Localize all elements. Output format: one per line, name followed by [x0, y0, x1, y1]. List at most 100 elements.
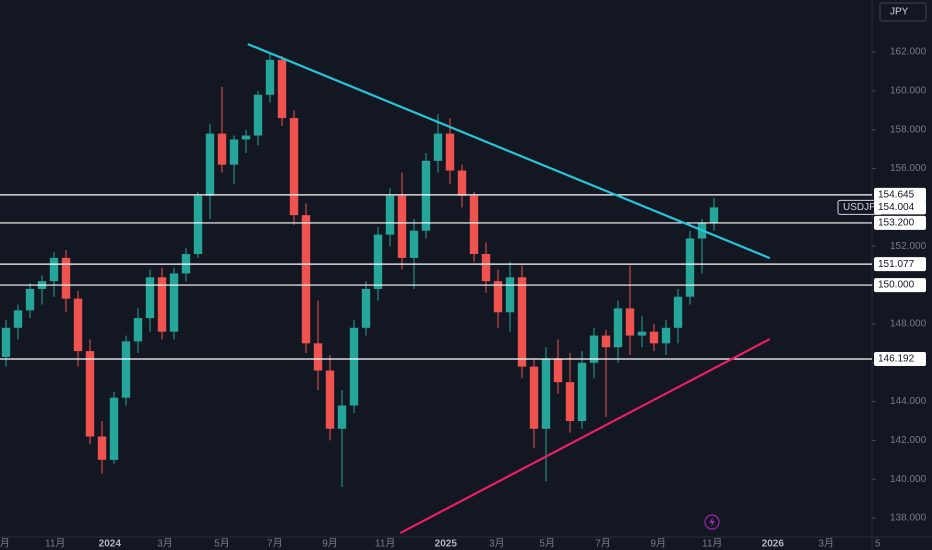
candle-body: [157, 277, 167, 332]
candle-body: [265, 59, 275, 95]
candle-body: [541, 358, 551, 429]
candle-body: [421, 160, 431, 231]
candle-body: [601, 335, 611, 348]
candle-body: [73, 298, 83, 352]
currency-label: JPY: [890, 7, 909, 18]
level-label-box: [874, 215, 926, 230]
candle-body: [13, 310, 23, 328]
y-tick-label: 158.000: [890, 124, 927, 135]
level-label: 146.192: [878, 354, 915, 365]
x-tick-label: 3月: [489, 538, 505, 550]
candle-body: [517, 277, 527, 367]
level-label: 153.200: [878, 218, 915, 229]
candle-body: [661, 327, 671, 344]
x-tick-label: 11月: [45, 538, 65, 550]
level-label-box: [874, 187, 926, 202]
candle-body: [457, 170, 467, 196]
candle-body: [529, 366, 539, 429]
candle-body: [493, 281, 503, 313]
symbol-label: USDJPY: [843, 202, 883, 213]
candle-body: [253, 94, 263, 136]
candle-body: [121, 341, 131, 398]
bolt-icon[interactable]: [704, 514, 720, 530]
y-tick-label: 160.000: [890, 86, 927, 97]
candle-body: [613, 308, 623, 348]
x-tick-label: 2026: [762, 539, 785, 550]
candle-body: [481, 254, 491, 282]
candle-body: [325, 370, 335, 429]
candle-body: [349, 327, 359, 406]
x-tick-label: 7月: [595, 538, 611, 550]
level-label: 154.645: [878, 190, 915, 201]
trendline: [247, 43, 771, 260]
x-tick-label: 9月: [322, 538, 338, 550]
trendline: [399, 338, 771, 535]
x-tick-label: 2024: [99, 539, 122, 550]
x-tick-label: 5月: [214, 538, 230, 550]
x-tick-label: 5: [875, 539, 881, 550]
level-label-box: [874, 257, 926, 272]
x-tick-label: 月: [0, 538, 10, 550]
candle-body: [145, 277, 155, 319]
candle-body: [217, 133, 227, 165]
candle-body: [385, 195, 395, 235]
candle-body: [169, 273, 179, 332]
candle-body: [97, 436, 107, 460]
candle-body: [25, 288, 35, 311]
candle-body: [709, 207, 719, 223]
candle-body: [373, 234, 383, 289]
candle-body: [673, 296, 683, 328]
candle-body: [229, 139, 239, 165]
x-tick-label: 3月: [157, 538, 173, 550]
candle-body: [577, 362, 587, 422]
candle-body: [313, 343, 323, 371]
x-tick-label: 11月: [702, 538, 722, 550]
candle-body: [565, 382, 575, 422]
price-tag: [874, 200, 926, 215]
candle-body: [625, 308, 635, 336]
level-label: 151.077: [878, 259, 915, 270]
candle-body: [637, 331, 647, 336]
candle-body: [109, 397, 119, 460]
candle-body: [241, 135, 251, 140]
candle-body: [289, 118, 299, 216]
candle-body: [277, 59, 287, 119]
candle-body: [505, 277, 515, 313]
candle-body: [49, 257, 59, 282]
x-tick-label: 5月: [539, 538, 555, 550]
candle-body: [445, 133, 455, 171]
x-tick-label: 9月: [650, 538, 666, 550]
candle-body: [553, 358, 563, 383]
candle-body: [589, 335, 599, 363]
y-tick-label: 144.000: [890, 396, 927, 407]
candle-body: [1, 327, 11, 357]
y-tick-label: 152.000: [890, 241, 927, 252]
candle-body: [301, 215, 311, 344]
candle-body: [469, 195, 479, 255]
candle-body: [61, 257, 71, 299]
candle-body: [361, 288, 371, 328]
level-label: 150.000: [878, 280, 915, 291]
x-tick-label: 2025: [435, 539, 458, 550]
y-tick-label: 156.000: [890, 163, 927, 174]
y-tick-label: 148.000: [890, 319, 927, 330]
y-tick-label: 138.000: [890, 513, 927, 524]
candle-body: [685, 238, 695, 297]
candle-body: [205, 133, 215, 196]
candle-body: [193, 195, 203, 255]
candle-body: [133, 318, 143, 342]
candle-body: [85, 351, 95, 437]
candle-body: [409, 230, 419, 258]
candle-body: [397, 195, 407, 258]
x-tick-label: 3月: [818, 538, 834, 550]
currency-box[interactable]: [879, 2, 927, 22]
candle-body: [337, 405, 347, 429]
price-label: 154.004: [878, 202, 915, 213]
x-tick-label: 7月: [267, 538, 283, 550]
y-tick-label: 142.000: [890, 435, 927, 446]
candle-body: [649, 331, 659, 344]
level-label-box: [874, 352, 926, 367]
